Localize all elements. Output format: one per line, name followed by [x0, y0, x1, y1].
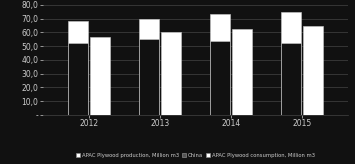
Legend: APAC Plywood production, Million m3, China, APAC Plywood consumption, Million m3: APAC Plywood production, Million m3, Chi…	[73, 150, 317, 160]
Bar	[90, 37, 110, 115]
Bar	[68, 21, 88, 115]
Bar	[68, 43, 88, 115]
Bar	[210, 14, 230, 115]
Bar	[161, 32, 181, 115]
Bar	[232, 29, 252, 115]
Bar	[281, 43, 301, 115]
Bar	[281, 12, 301, 115]
Bar	[139, 39, 159, 115]
Bar	[139, 19, 159, 115]
Bar	[210, 41, 230, 115]
Bar	[303, 26, 323, 115]
